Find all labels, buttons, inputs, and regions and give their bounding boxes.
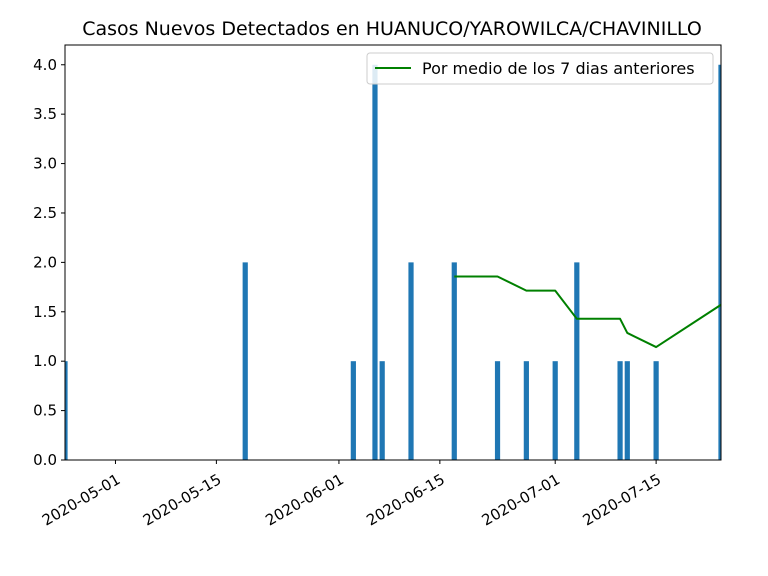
bar (624, 361, 630, 460)
y-axis: 0.0 0.5 1.0 1.5 2.0 2.5 3.0 3.5 4.0 (33, 56, 65, 469)
legend-label: Por medio de los 7 dias anteriores (422, 59, 695, 78)
bar (552, 361, 558, 460)
y-tick-label: 0.0 (33, 451, 57, 469)
y-tick-label: 2.5 (33, 204, 57, 222)
bar (408, 262, 414, 460)
bar (379, 361, 385, 460)
y-tick-label: 3.0 (33, 155, 57, 173)
bar-series (65, 64, 721, 460)
moving-average-line (454, 275, 721, 349)
bar (718, 64, 721, 460)
y-tick-label: 4.0 (33, 56, 57, 74)
legend-box (366, 52, 714, 85)
y-tick-label: 1.0 (33, 352, 57, 370)
bar (372, 64, 378, 460)
plot-frame (64, 44, 722, 461)
y-tick-label: 2.0 (33, 253, 57, 271)
legend: Por medio de los 7 dias anteriores (366, 52, 714, 85)
bar (242, 262, 248, 460)
bar (617, 361, 623, 460)
y-tick-label: 0.5 (33, 402, 57, 420)
bar (350, 361, 356, 460)
moving-average-series (454, 275, 721, 349)
bar (574, 262, 580, 460)
bar (451, 262, 457, 460)
bar (65, 361, 68, 460)
y-tick-label: 1.5 (33, 303, 57, 321)
chart-title: Casos Nuevos Detectados en HUANUCO/YAROW… (82, 18, 702, 40)
bar (653, 361, 659, 460)
y-tick-label: 3.5 (33, 105, 57, 123)
bar (494, 361, 501, 460)
bar (523, 361, 529, 460)
